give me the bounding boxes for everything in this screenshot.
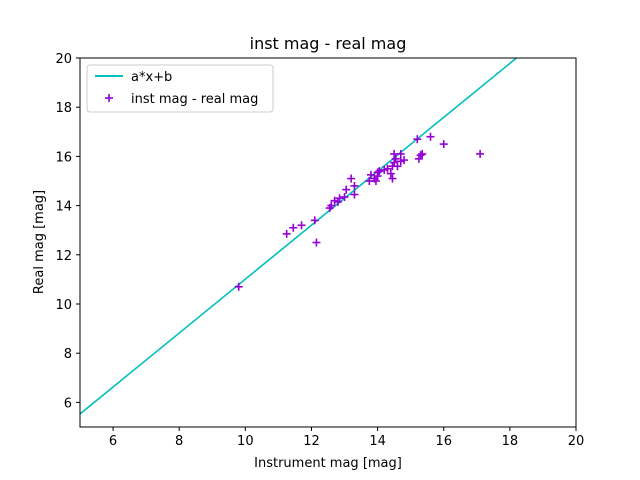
scatter-point — [335, 194, 344, 203]
legend-frame — [86, 64, 274, 113]
scatter-point — [234, 282, 243, 291]
scatter-point — [312, 238, 321, 247]
scatter-point — [426, 132, 435, 141]
plot-area: 6 8 10 12 14 16 18 20 6 8 10 12 14 16 18 20 — [55, 52, 584, 449]
scatter-point — [373, 168, 382, 177]
x-tick-label: 6 — [109, 434, 117, 449]
scatter-point — [340, 192, 349, 201]
scatter-point — [297, 221, 306, 230]
scatter-point — [375, 167, 384, 176]
y-tick-label: 10 — [55, 298, 72, 313]
y-tick-label: 12 — [55, 249, 72, 264]
y-tick-label: 14 — [55, 200, 72, 215]
scatter-point — [383, 164, 392, 173]
scatter-point — [347, 174, 356, 183]
scatter-point — [371, 177, 380, 185]
y-tick-label: 6 — [64, 396, 72, 411]
scatter-point — [439, 140, 448, 149]
scatter-point — [342, 185, 351, 194]
scatter-point — [391, 154, 400, 163]
x-tick-label: 10 — [237, 434, 254, 449]
x-tick-label: 16 — [435, 434, 452, 449]
scatter-point — [350, 181, 359, 190]
scatter-point — [282, 229, 291, 238]
scatter-point — [393, 162, 402, 171]
scatter-point — [413, 135, 422, 144]
scatter-point — [396, 149, 405, 158]
plot-frame — [79, 57, 577, 428]
scatter-point — [289, 223, 298, 232]
scatter-point — [388, 174, 397, 183]
scatter-point — [416, 151, 425, 160]
scatter-point — [333, 197, 342, 206]
y-tick-label: 18 — [55, 101, 72, 116]
y-tick-label: 16 — [55, 150, 72, 165]
plot-content — [80, 58, 517, 415]
scatter-point — [350, 190, 359, 199]
y-tick-label: 8 — [64, 347, 72, 362]
y-tick-label: 20 — [55, 52, 72, 67]
scatter-point — [418, 149, 427, 158]
y-axis-label: Real mag [mag] — [32, 190, 47, 294]
legend-line-label: a*x+b — [131, 70, 172, 85]
scatter-point — [400, 156, 409, 165]
scatter-point — [386, 169, 395, 178]
legend-scatter-label: inst mag - real mag — [131, 92, 258, 107]
x-tick-label: 12 — [303, 434, 320, 449]
scatter-point — [414, 154, 423, 163]
fit-line — [80, 58, 517, 415]
x-tick-label: 20 — [568, 434, 585, 449]
x-tick-label: 14 — [369, 434, 386, 449]
legend: a*x+b inst mag - real mag — [86, 64, 274, 113]
scatter-point — [327, 201, 336, 210]
x-tick-label: 18 — [502, 434, 519, 449]
scatter-point — [310, 216, 319, 225]
x-tick-label: 8 — [175, 434, 183, 449]
scatter-point — [476, 149, 485, 158]
chart-title: inst mag - real mag — [250, 34, 407, 53]
legend-marker-swatch — [105, 94, 113, 102]
x-axis-label: Instrument mag [mag] — [254, 456, 402, 471]
